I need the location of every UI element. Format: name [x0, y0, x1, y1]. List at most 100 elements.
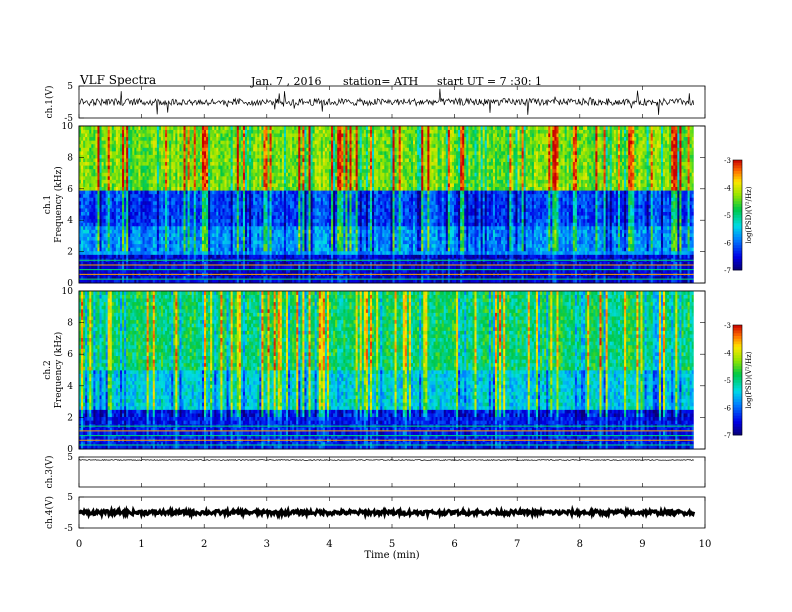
psd-cell [474, 254, 476, 258]
psd-cell [300, 251, 302, 255]
psd-cell [554, 226, 556, 230]
psd-cell [622, 237, 624, 241]
psd-cell [413, 240, 415, 244]
psd-cell [692, 229, 694, 233]
psd-cell [632, 254, 634, 258]
psd-cell [358, 265, 360, 269]
psd-cell [587, 244, 589, 248]
psd-cell [128, 237, 130, 241]
psd-cell [487, 254, 489, 258]
psd-cell [575, 240, 577, 244]
psd-cell [436, 226, 438, 230]
psd-cell [218, 233, 220, 237]
psd-cell [259, 254, 261, 258]
psd-cell [370, 254, 372, 258]
psd-cell [464, 251, 466, 255]
psd-cell [306, 240, 308, 244]
psd-cell [407, 229, 409, 233]
psd-cell [196, 222, 198, 226]
psd-cell [136, 265, 138, 269]
psd-cell [413, 244, 415, 248]
psd-cell [419, 247, 421, 251]
psd-cell [306, 237, 308, 241]
psd-cell [446, 265, 448, 269]
psd-cell [186, 251, 188, 255]
psd-cell [122, 229, 124, 233]
psd-cell [99, 240, 101, 244]
psd-cell [241, 265, 243, 269]
psd-cell [634, 229, 636, 233]
psd-cell [331, 244, 333, 248]
psd-cell [667, 244, 669, 248]
psd-cell [356, 229, 358, 233]
psd-cell [120, 265, 122, 269]
psd-cell [212, 233, 214, 237]
psd-cell [673, 233, 675, 237]
psd-cell [278, 226, 280, 230]
psd-cell [97, 247, 99, 251]
psd-cell [667, 247, 669, 251]
psd-cell [544, 240, 546, 244]
psd-cell [229, 251, 231, 255]
psd-cell [419, 240, 421, 244]
psd-cell [161, 254, 163, 258]
psd-cell [153, 244, 155, 248]
psd-cell [626, 237, 628, 241]
psd-cell [91, 226, 93, 230]
psd-cell [665, 254, 667, 258]
psd-cell [374, 226, 376, 230]
psd-cell [358, 247, 360, 251]
psd-cell [677, 240, 679, 244]
psd-cell [99, 233, 101, 237]
psd-cell [483, 237, 485, 241]
psd-cell [376, 233, 378, 237]
psd-cell [354, 251, 356, 255]
psd-cell [179, 251, 181, 255]
psd-cell [327, 237, 329, 241]
psd-cell [423, 251, 425, 255]
psd-cell [218, 254, 220, 258]
psd-cell [651, 251, 653, 255]
psd-cell [499, 233, 501, 237]
psd-cell [429, 229, 431, 233]
psd-cell [259, 233, 261, 237]
psd-cell [602, 254, 604, 258]
psd-cell [483, 265, 485, 269]
psd-cell [282, 233, 284, 237]
psd-cell [522, 265, 524, 269]
psd-cell [302, 229, 304, 233]
psd-cell [466, 244, 468, 248]
psd-cell [216, 265, 218, 269]
psd-cell [270, 240, 272, 244]
psd-cell [167, 265, 169, 269]
psd-cell [229, 244, 231, 248]
psd-cell [198, 244, 200, 248]
psd-cell [460, 226, 462, 230]
psd-cell [376, 254, 378, 258]
psd-cell [683, 237, 685, 241]
psd-cell [554, 240, 556, 244]
psd-cell [522, 229, 524, 233]
psd-cell [224, 233, 226, 237]
psd-cell [196, 233, 198, 237]
psd-cell [222, 265, 224, 269]
psd-cell [634, 265, 636, 269]
psd-cell [356, 251, 358, 255]
psd-cell [151, 233, 153, 237]
psd-cell [118, 240, 120, 244]
psd-cell [483, 233, 485, 237]
psd-cell [356, 254, 358, 258]
psd-cell [429, 251, 431, 255]
psd-cell [643, 247, 645, 251]
psd-cell [253, 254, 255, 258]
psd-cell [190, 265, 192, 269]
psd-cell [405, 244, 407, 248]
psd-cell [438, 265, 440, 269]
psd-cell [579, 237, 581, 241]
psd-cell [417, 247, 419, 251]
psd-cell [472, 237, 474, 241]
psd-cell [550, 226, 552, 230]
psd-cell [585, 244, 587, 248]
psd-cell [645, 244, 647, 248]
psd-cell [669, 240, 671, 244]
